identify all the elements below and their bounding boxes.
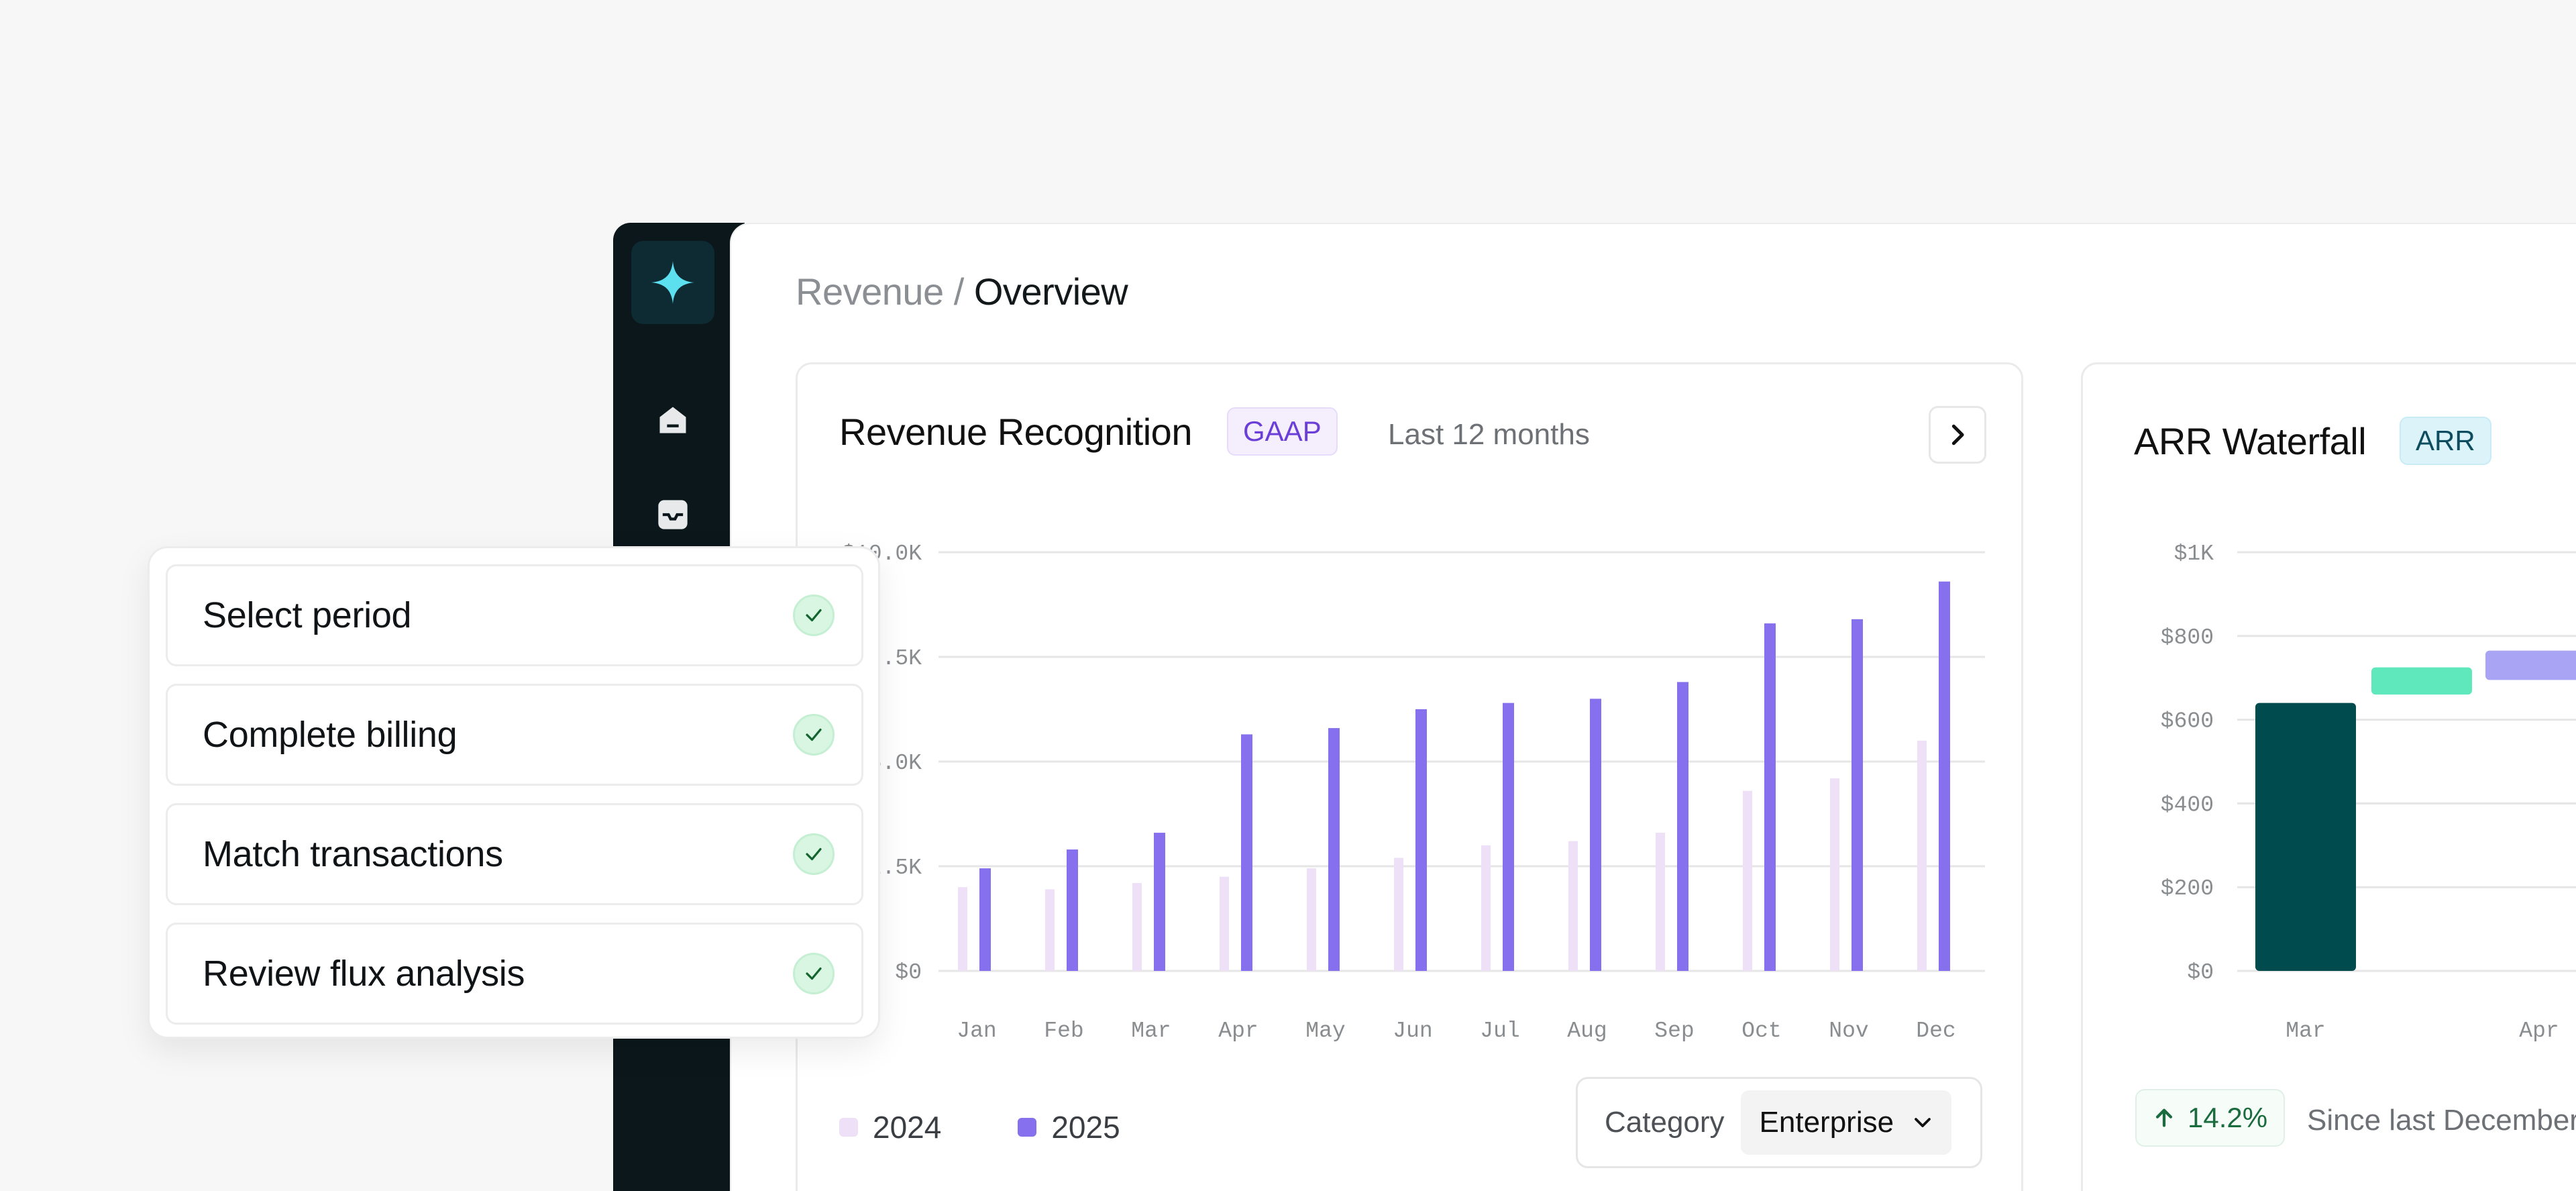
close-checklist-popover: Select period Complete billing Match tra… bbox=[148, 546, 880, 1039]
main-panel: Revenue / Overview Revenue Recognition G… bbox=[730, 223, 2576, 1191]
legend-label-2025: 2025 bbox=[1051, 1110, 1120, 1145]
x-tick-label: Sep bbox=[1654, 1019, 1694, 1043]
x-tick-label: Mar bbox=[2286, 1019, 2325, 1043]
breadcrumb-current: Overview bbox=[973, 270, 1128, 313]
x-tick-label: Aug bbox=[1567, 1019, 1607, 1043]
bar-2024-jun bbox=[1394, 858, 1403, 971]
arr-waterfall-card: ARR Waterfall ARR $0 $200 $400 $600 $800 $1K M… bbox=[2081, 362, 2576, 1191]
bar-2024-may bbox=[1307, 868, 1316, 971]
revenue-recognition-card: Revenue Recognition GAAP Last 12 months … bbox=[796, 362, 2023, 1191]
delta-chip: 14.2% bbox=[2135, 1089, 2286, 1147]
bar-2025-jan bbox=[979, 868, 991, 971]
bar-2025-aug bbox=[1590, 698, 1601, 971]
x-tick-label: Feb bbox=[1044, 1019, 1083, 1043]
bar-2024-apr bbox=[1220, 876, 1229, 971]
legend: 2024 2025 bbox=[839, 1109, 1120, 1145]
gaap-badge: GAAP bbox=[1227, 407, 1338, 456]
check-icon bbox=[793, 833, 835, 875]
chevron-down-icon bbox=[1915, 1118, 1931, 1127]
waterfall-bar bbox=[2485, 650, 2576, 680]
bar-2025-feb bbox=[1067, 849, 1078, 971]
bar-2024-sep bbox=[1656, 833, 1665, 971]
x-tick-label: Dec bbox=[1916, 1019, 1955, 1043]
x-tick-label: May bbox=[1305, 1019, 1345, 1043]
card-title: ARR Waterfall bbox=[2134, 420, 2367, 462]
x-tick-label: Jul bbox=[1480, 1019, 1519, 1043]
y-tick-label: $800 bbox=[2161, 625, 2214, 650]
inbox-icon[interactable] bbox=[653, 495, 692, 534]
legend-label-2024: 2024 bbox=[873, 1110, 942, 1145]
category-label: Category bbox=[1605, 1106, 1725, 1139]
x-tick-label: Jan bbox=[957, 1019, 996, 1043]
bar-2025-sep bbox=[1677, 682, 1688, 971]
delta-caption: Since last December bbox=[2307, 1104, 2576, 1137]
card-title: Revenue Recognition bbox=[839, 411, 1192, 453]
category-value: Enterprise bbox=[1759, 1106, 1894, 1139]
bar-2024-mar bbox=[1132, 882, 1142, 971]
breadcrumb-separator: / bbox=[943, 270, 974, 313]
arr-badge: ARR bbox=[2400, 417, 2491, 465]
check-icon bbox=[793, 953, 835, 994]
arr-waterfall-chart: $0 $200 $400 $600 $800 $1K Mar Apr bbox=[2161, 541, 2576, 1043]
bar-2025-may bbox=[1328, 728, 1340, 971]
logo-icon bbox=[651, 260, 695, 305]
y-tick-label: $200 bbox=[2161, 876, 2214, 901]
step-label: Review flux analysis bbox=[203, 953, 525, 994]
y-tick-label: $400 bbox=[2161, 792, 2214, 817]
next-button[interactable] bbox=[1929, 406, 1986, 464]
breadcrumb: Revenue / Overview bbox=[796, 270, 1128, 313]
bar-2025-apr bbox=[1241, 734, 1252, 971]
y-tick-label: $1K bbox=[2174, 541, 2214, 566]
arrow-up-icon bbox=[2155, 1108, 2173, 1127]
y-tick-label: $0 bbox=[895, 960, 922, 985]
bar-2024-nov bbox=[1830, 778, 1839, 971]
y-tick-label: $0 bbox=[2187, 960, 2214, 985]
waterfall-bar bbox=[2371, 667, 2472, 695]
breadcrumb-parent[interactable]: Revenue bbox=[796, 270, 944, 313]
x-tick-label: Jun bbox=[1393, 1019, 1432, 1043]
checklist-step[interactable]: Review flux analysis bbox=[166, 923, 863, 1025]
bar-2025-oct bbox=[1764, 623, 1776, 971]
bar-2024-oct bbox=[1743, 790, 1752, 971]
x-tick-label: Apr bbox=[2519, 1019, 2559, 1043]
legend-swatch-2024 bbox=[839, 1118, 858, 1137]
x-tick-label: Apr bbox=[1218, 1019, 1258, 1043]
waterfall-bar bbox=[2255, 703, 2356, 971]
x-tick-label: Mar bbox=[1131, 1019, 1171, 1043]
checklist-step[interactable]: Match transactions bbox=[166, 803, 863, 905]
period-label: Last 12 months bbox=[1388, 418, 1590, 451]
y-tick-label: $600 bbox=[2161, 709, 2214, 734]
bar-2025-jul bbox=[1503, 703, 1514, 971]
check-icon bbox=[793, 594, 835, 636]
step-label: Match transactions bbox=[203, 834, 503, 874]
checklist-step[interactable]: Complete billing bbox=[166, 684, 863, 786]
bar-2024-dec bbox=[1917, 740, 1927, 971]
logo[interactable] bbox=[631, 241, 714, 324]
category-dropdown[interactable]: Enterprise bbox=[1740, 1090, 1952, 1155]
bar-2024-feb bbox=[1045, 889, 1055, 971]
bar-2024-aug bbox=[1568, 841, 1578, 971]
checklist-step[interactable]: Select period bbox=[166, 564, 863, 666]
chevron-right-icon bbox=[1951, 424, 1964, 446]
home-icon[interactable] bbox=[653, 401, 692, 439]
bar-2025-nov bbox=[1851, 619, 1863, 971]
bar-2025-jun bbox=[1415, 709, 1427, 971]
x-tick-label: Nov bbox=[1829, 1019, 1868, 1043]
delta-value: 14.2% bbox=[2188, 1102, 2268, 1133]
legend-swatch-2025 bbox=[1018, 1118, 1037, 1137]
category-filter: Category Enterprise bbox=[1576, 1077, 1982, 1168]
bar-2024-jan bbox=[958, 887, 967, 971]
check-icon bbox=[793, 714, 835, 756]
bar-2024-jul bbox=[1481, 845, 1491, 971]
bar-2025-mar bbox=[1154, 833, 1165, 971]
step-label: Select period bbox=[203, 595, 412, 635]
bar-2025-dec bbox=[1939, 581, 1950, 971]
x-tick-label: Oct bbox=[1741, 1019, 1781, 1043]
step-label: Complete billing bbox=[203, 715, 458, 755]
